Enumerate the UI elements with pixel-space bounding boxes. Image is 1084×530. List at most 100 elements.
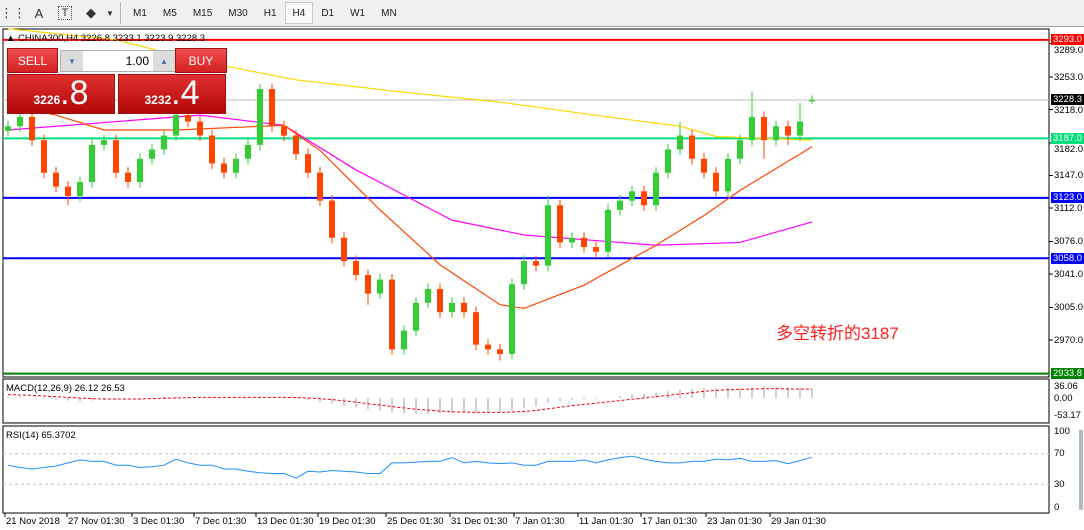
timeframe-m1[interactable]: M1 [133,7,147,19]
candle-body [533,261,539,266]
timeframe-mn[interactable]: MN [381,7,397,19]
date-tick-label: 7 Jan 01:30 [515,516,565,527]
candle-body [509,284,515,354]
macd-panel-border [2,378,1050,424]
timeframe-m30[interactable]: M30 [228,7,248,19]
candle-body [29,116,35,141]
scroll-handle [1079,430,1083,510]
toolbar-separator [120,2,121,24]
dropdown-icon[interactable]: ▼ [106,8,114,18]
date-tick-label: 17 Jan 01:30 [642,516,697,527]
level-label: 3123.0 [1051,192,1084,204]
candle-body [161,135,167,150]
macd-signal-line [7,388,813,413]
price-tick-label: 3041.0 [1054,268,1084,280]
price-tick-label: 3147.0 [1054,170,1084,181]
rsi-tick-label: 30 [1054,478,1065,490]
candle-body [53,172,59,187]
macd-tick-label: 36.06 [1054,380,1078,392]
symbol-line: CHINA300,H4 3226.8 3233.1 3223.9 3228.3 [18,33,206,44]
level-label: 3293.0 [1051,34,1084,46]
candle-body [557,205,563,243]
text-label-icon[interactable]: T [58,6,72,20]
candle-body [185,115,191,122]
candle-body [773,126,779,141]
candle-body [545,205,551,266]
candle-body [389,279,395,350]
symbol-header: ▲ CHINA300,H4 3226.8 3233.1 3223.9 3228.… [6,33,206,44]
candle-body [5,126,11,131]
candle-body [137,158,143,183]
grid-icon[interactable]: ⋮⋮ [0,5,26,20]
lots-decrease-button[interactable]: ▼ [61,51,83,71]
candle-body [413,302,419,331]
candle-body [305,154,311,173]
lots-increase-button[interactable]: ▲ [153,51,175,71]
price-tick-label: 3182.0 [1054,143,1084,155]
level-label: 3058.0 [1051,252,1084,264]
level-label: 2933.8 [1051,368,1084,380]
candle-body [101,140,107,145]
level-label: 3228.3 [1051,94,1084,106]
candle-body [425,288,431,303]
candle-body [617,200,623,210]
candle-body [269,89,275,127]
candle-body [17,116,23,127]
candle-body [293,135,299,155]
price-tick-label: 3076.0 [1054,235,1084,247]
candle-body [677,135,683,150]
rsi-tick-label: 0 [1054,501,1060,513]
date-tick-label: 11 Jan 01:30 [579,516,634,527]
date-tick-label: 21 Nov 2018 [6,516,60,527]
candle-body [221,163,227,173]
candle-body [761,116,767,141]
level-label: 3187.0 [1051,132,1084,144]
candle-body [605,209,611,252]
buy-button[interactable]: BUY [175,48,227,73]
candle-body [473,312,479,345]
date-tick-label: 7 Dec 01:30 [195,516,247,527]
rsi-tick-label: 100 [1054,425,1070,437]
timeframe-m5[interactable]: M5 [162,7,177,19]
chart-annotation: 多空转折的3187 [776,324,899,343]
candle-body [725,158,731,192]
sell-button[interactable]: SELL [7,48,58,73]
one-click-trading-panel: SELL ▼ 1.00 ▲ BUY 3226.8 3232.4 [7,48,227,114]
timeframe-d1[interactable]: D1 [321,7,335,19]
main-panel-border [2,28,1050,378]
candle-body [449,302,455,313]
price-tick-label: 3218.0 [1054,105,1084,117]
macd-tick-label: -53.17 [1054,409,1081,421]
lots-input[interactable]: ▼ 1.00 ▲ [60,50,176,72]
candle-body [713,172,719,192]
date-tick-label: 27 Nov 01:30 [68,516,125,527]
candle-body [629,191,635,201]
timeframe-h4[interactable]: H4 [284,2,314,24]
rsi-panel-border [2,425,1050,514]
date-tick-label: 3 Dec 01:30 [133,516,185,527]
lots-value[interactable]: 1.00 [125,54,149,68]
candle-body [77,182,83,196]
timeframe-m15[interactable]: M15 [192,7,213,19]
candle-body [653,172,659,206]
buy-price[interactable]: 3232.4 [118,74,226,114]
text-icon[interactable]: A [34,5,44,21]
candle-body [581,237,587,248]
candle-body [377,279,383,294]
candle-body [521,261,527,285]
rsi-label: RSI(14) 65.3702 [6,430,76,441]
candle-body [317,172,323,201]
timeframe-h1[interactable]: H1 [263,7,277,19]
candle-body [569,237,575,243]
candle-body [341,237,347,262]
rsi-line [7,455,813,479]
candle-body [641,191,647,206]
sell-price[interactable]: 3226.8 [7,74,115,114]
candle-body [353,261,359,275]
candle-body [665,149,671,173]
timeframe-w1[interactable]: W1 [350,7,366,19]
arrows-icon[interactable]: ◆ [86,5,96,20]
date-tick-label: 19 Dec 01:30 [319,516,376,527]
candle-body [437,288,443,313]
